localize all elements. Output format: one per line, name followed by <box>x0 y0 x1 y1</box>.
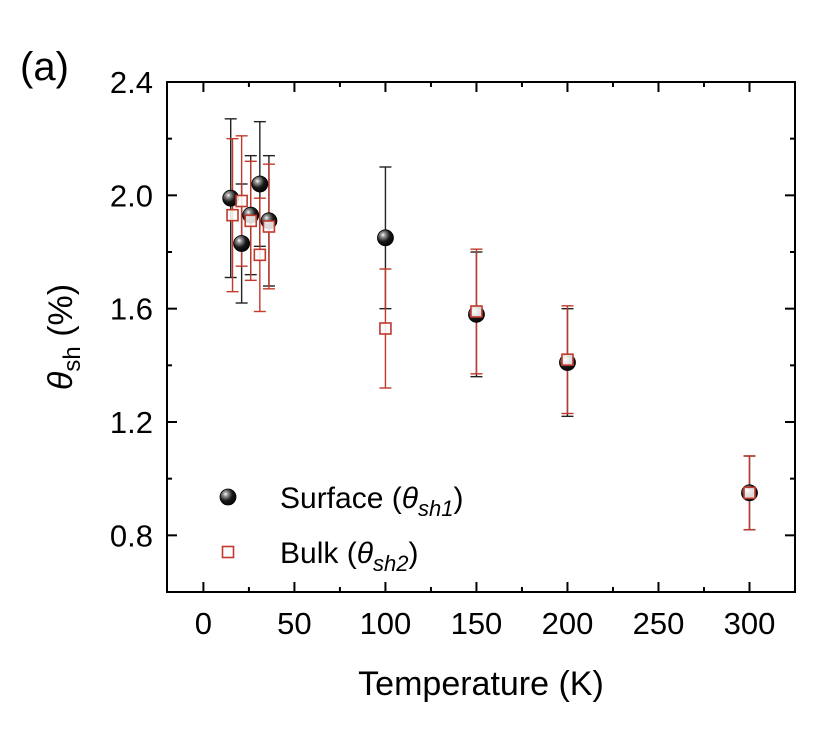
x-tick-label: 250 <box>633 606 685 641</box>
axis-ticks <box>167 81 795 593</box>
y-axis-title: θsh (%) <box>42 284 86 390</box>
bulk-marker <box>262 220 276 233</box>
y-tick-label: 1.2 <box>110 405 153 440</box>
legend: Surface (θsh1) Bulk (θsh2) <box>219 482 463 576</box>
bulk-marker <box>235 194 248 208</box>
surface-marker <box>251 175 269 193</box>
bulk-marker <box>379 322 392 335</box>
bulk-marker <box>226 208 239 222</box>
y-tick-label: 2.4 <box>110 65 153 100</box>
x-tick-label: 150 <box>451 606 503 641</box>
legend-marker-bulk <box>221 545 235 559</box>
legend-label-bulk: Bulk (θsh2) <box>280 537 418 576</box>
legend-marker-surface <box>219 488 237 506</box>
panel-label: (a) <box>20 45 69 89</box>
tick-labels: 0 50 100 150 200 250 300 0.8 1.2 1.6 2.0 2.4 <box>110 65 775 641</box>
x-tick-label: 100 <box>360 606 412 641</box>
y-axis-subscript: sh <box>59 346 86 371</box>
y-tick-label: 2.0 <box>110 178 153 213</box>
bulk-marker <box>743 486 756 500</box>
bulk-marker <box>244 214 258 228</box>
error-bars <box>224 118 756 531</box>
data-markers <box>222 175 758 502</box>
surface-marker <box>233 235 251 252</box>
x-tick-label: 200 <box>542 606 594 641</box>
y-axis-unit: (%) <box>42 284 80 346</box>
bulk-marker <box>253 248 267 262</box>
x-tick-label: 0 <box>195 606 212 641</box>
legend-label-surface: Surface (θsh1) <box>280 482 463 521</box>
legend-entry-surface: Surface (θsh1) <box>219 482 463 521</box>
bulk-marker <box>470 305 483 318</box>
legend-entry-bulk: Bulk (θsh2) <box>221 537 418 576</box>
y-axis-symbol: θ <box>42 371 80 390</box>
surface-marker <box>377 229 394 247</box>
y-tick-label: 1.6 <box>110 292 153 327</box>
x-axis-title: Temperature (K) <box>358 665 604 703</box>
bulk-marker <box>561 353 574 366</box>
plot-frame <box>166 81 796 593</box>
y-tick-label: 0.8 <box>110 518 153 553</box>
x-tick-label: 300 <box>724 606 776 641</box>
x-tick-label: 50 <box>277 606 311 641</box>
